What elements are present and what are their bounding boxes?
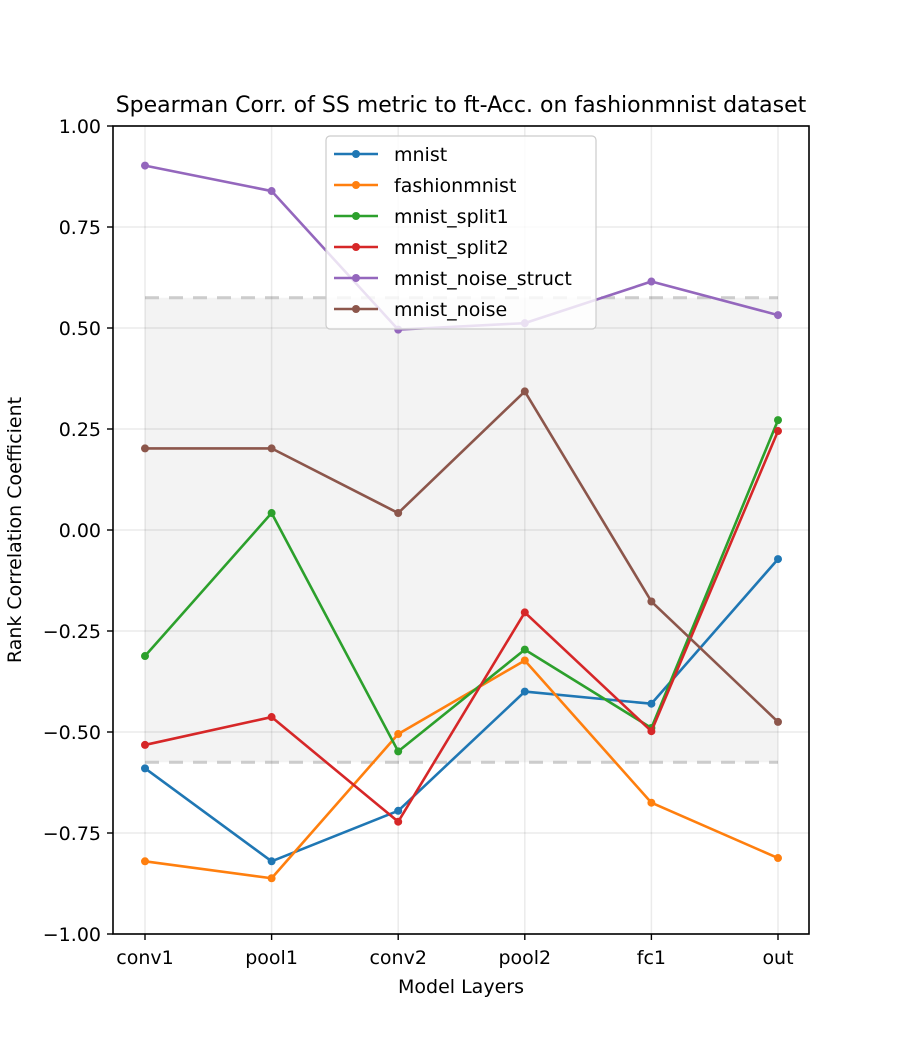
legend-label: mnist xyxy=(394,144,447,166)
series-line xyxy=(143,418,780,753)
x-tick-label: conv1 xyxy=(116,947,173,969)
legend-entry: mnist_split2 xyxy=(334,237,509,259)
data-point xyxy=(647,798,656,807)
legend-swatch-marker xyxy=(352,212,360,220)
legend-entry: mnist_split1 xyxy=(334,206,509,228)
legend-label: mnist_split1 xyxy=(394,206,509,228)
data-point xyxy=(141,161,149,170)
data-point xyxy=(774,854,782,863)
legend-entry: mnist xyxy=(334,144,447,166)
y-axis-label: Rank Correlation Coefficient xyxy=(4,397,26,663)
data-point xyxy=(520,656,529,665)
data-point xyxy=(267,187,276,196)
data-point xyxy=(774,311,782,320)
series-mnist-split2 xyxy=(141,427,782,826)
legend-swatch-marker xyxy=(352,243,360,251)
series-line xyxy=(143,659,780,880)
series-line xyxy=(143,429,780,823)
legend-swatch-marker xyxy=(352,305,360,313)
legend-swatch-marker xyxy=(352,181,360,189)
legend-label: fashionmnist xyxy=(394,175,516,197)
data-point xyxy=(267,874,276,883)
data-point xyxy=(267,444,276,453)
y-tick-label: −0.25 xyxy=(43,621,101,643)
y-tick-label: 0.00 xyxy=(59,520,101,542)
legend-swatch-marker xyxy=(352,274,360,282)
y-tick-label: 1.00 xyxy=(59,116,101,138)
data-point xyxy=(394,817,403,826)
data-point xyxy=(141,740,149,749)
x-tick-label: pool2 xyxy=(498,947,551,969)
data-point xyxy=(774,717,782,726)
y-tick-label: 0.75 xyxy=(59,217,101,239)
legend-label: mnist_noise xyxy=(394,299,507,321)
chart-title: Spearman Corr. of SS metric to ft-Acc. o… xyxy=(116,93,807,118)
band-fill xyxy=(145,297,778,763)
data-point xyxy=(394,730,403,739)
legend: mnist fashionmnist mnist_split1 mnist_split… xyxy=(325,135,597,330)
y-tick-label: 0.25 xyxy=(59,419,101,441)
y-tick-label: −1.00 xyxy=(43,924,101,946)
significance-band xyxy=(145,296,778,764)
data-point xyxy=(520,387,529,396)
data-point xyxy=(647,699,656,708)
legend-swatch-marker xyxy=(352,150,360,158)
y-tick-label: −0.75 xyxy=(43,823,101,845)
data-point xyxy=(394,509,403,518)
x-tick-label: fc1 xyxy=(637,947,666,969)
data-point xyxy=(141,444,149,453)
data-point xyxy=(141,764,149,773)
data-point xyxy=(520,608,529,617)
legend-box xyxy=(325,135,597,330)
series-mnist-noise xyxy=(141,387,782,726)
legend-entry: fashionmnist xyxy=(334,175,516,197)
data-point xyxy=(774,427,782,436)
data-point xyxy=(774,416,782,425)
series-line xyxy=(143,390,780,724)
data-point xyxy=(267,857,276,866)
legend-entry: mnist_noise xyxy=(334,299,507,321)
data-point xyxy=(394,806,403,815)
data-point xyxy=(647,277,656,286)
data-point xyxy=(774,555,782,564)
x-axis-label: Model Layers xyxy=(398,976,524,998)
data-point xyxy=(267,713,276,722)
x-tick-label: out xyxy=(762,947,793,969)
legend-label: mnist_noise_struct xyxy=(394,268,572,290)
data-point xyxy=(394,747,403,756)
plot-area: conv1 pool1 conv2 pool2 fc1 out −1.00 −0.75 −0.5… xyxy=(43,116,810,969)
data-point xyxy=(267,509,276,518)
legend-entry: mnist_noise_struct xyxy=(334,268,572,290)
x-tick-label: conv2 xyxy=(369,947,426,969)
series-fashionmnist xyxy=(141,656,782,883)
data-point xyxy=(647,597,656,606)
data-point xyxy=(520,645,529,654)
data-point xyxy=(647,727,656,736)
data-point xyxy=(141,857,149,866)
data-point xyxy=(520,687,529,696)
y-tick-label: −0.50 xyxy=(43,722,101,744)
y-tick-label: 0.50 xyxy=(59,318,101,340)
data-point xyxy=(141,652,149,661)
x-tick-label: pool1 xyxy=(245,947,298,969)
legend-label: mnist_split2 xyxy=(394,237,509,259)
